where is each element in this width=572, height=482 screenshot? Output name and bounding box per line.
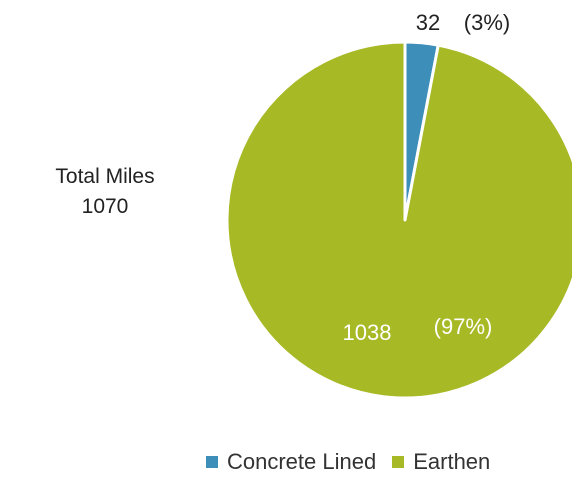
total-miles-value: 1070 [81, 195, 129, 218]
legend-swatch [392, 456, 405, 468]
pie-slices [225, 40, 572, 400]
legend-swatch [206, 456, 218, 468]
legend: Concrete Lined Earthen [206, 447, 490, 477]
legend-item: Concrete Lined [206, 449, 376, 475]
pie-slice-earthen [225, 40, 572, 400]
legend-item: Earthen [392, 449, 490, 475]
slice-percent-label: (97%) [434, 314, 493, 339]
legend-label: Concrete Lined [227, 449, 377, 474]
total-miles: Total Miles 1070 [20, 162, 190, 222]
legend-label: Earthen [413, 449, 491, 474]
total-miles-label: Total Miles [55, 165, 155, 188]
slice-value-label: 32 [416, 10, 440, 35]
slice-value-label: 1038 [343, 320, 392, 345]
slice-percent-label: (3%) [464, 10, 510, 35]
pie-labels: 32 (3%) 1038 (97%) [343, 10, 511, 345]
